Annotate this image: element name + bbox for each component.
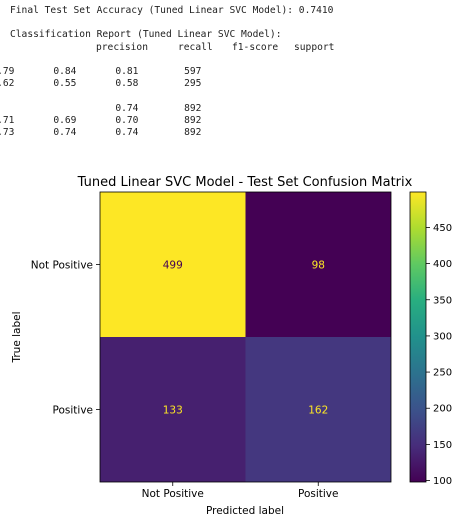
y-tick-label: Not Positive bbox=[31, 260, 93, 272]
matrix-cell bbox=[245, 337, 391, 482]
chart-title: Tuned Linear SVC Model - Test Set Confus… bbox=[77, 175, 413, 190]
matrix-cells: 499 98 133 162 bbox=[100, 192, 391, 482]
blank-line bbox=[10, 54, 333, 66]
support-value: 597 bbox=[184, 65, 202, 77]
recall-value: 0.69 bbox=[53, 114, 77, 126]
cell-value-label: 499 bbox=[163, 260, 183, 272]
cell-value-label: 98 bbox=[312, 260, 325, 272]
cell-value-label: 133 bbox=[163, 405, 183, 417]
header-precision: precision bbox=[96, 41, 148, 53]
confusion-matrix-figure: Tuned Linear SVC Model - Test Set Confus… bbox=[11, 175, 452, 517]
x-tick-label: Positive bbox=[298, 488, 338, 500]
cell-value-label: 162 bbox=[308, 405, 328, 417]
colorbar-tick-label: 200 bbox=[433, 404, 452, 415]
header-recall: recall bbox=[178, 41, 213, 53]
support-value: 295 bbox=[184, 78, 202, 90]
blank-line bbox=[10, 17, 333, 29]
recall-value: 0.55 bbox=[53, 78, 77, 90]
report-rows: Not Positive0.790.840.81597Positive0.620… bbox=[0, 65, 333, 139]
y-tick-label: Positive bbox=[53, 405, 93, 417]
y-axis-ticks: Not Positive Positive bbox=[31, 260, 100, 417]
colorbar-ticks: 100 150 200 250 300 350 400 450 bbox=[426, 223, 452, 487]
colorbar-tick-label: 400 bbox=[433, 259, 452, 270]
f1-value: 0.81 bbox=[115, 65, 139, 77]
colorbar-tick-label: 100 bbox=[433, 476, 452, 487]
support-value: 892 bbox=[184, 114, 202, 126]
precision-value: 0.73 bbox=[0, 126, 15, 138]
colorbar-tick-label: 150 bbox=[433, 440, 452, 451]
colorbar-tick-label: 350 bbox=[433, 295, 452, 306]
x-axis-ticks: Not Positive Positive bbox=[142, 482, 338, 500]
colorbar-tick-label: 300 bbox=[433, 331, 452, 342]
f1-value: 0.70 bbox=[115, 114, 139, 126]
x-axis-label: Predicted label bbox=[206, 505, 284, 517]
colorbar-tick-label: 250 bbox=[433, 368, 452, 379]
report-header-row: precision recall f1-score support bbox=[10, 41, 335, 54]
f1-value: 0.74 bbox=[115, 126, 139, 138]
x-tick-label: Not Positive bbox=[142, 488, 204, 500]
matrix-cell bbox=[100, 192, 246, 337]
matrix-frame bbox=[99, 191, 392, 483]
recall-value: 0.84 bbox=[53, 65, 77, 77]
accuracy-output-line: Final Test Set Accuracy (Tuned Linear SV… bbox=[10, 5, 334, 16]
report-title: Classification Report (Tuned Linear SVC … bbox=[10, 29, 282, 41]
support-value: 892 bbox=[184, 126, 202, 138]
cell-output: Final Test Set Accuracy (Tuned Linear SV… bbox=[0, 5, 335, 139]
colorbar-tick-label: 450 bbox=[433, 223, 452, 234]
header-support: support bbox=[294, 41, 335, 53]
header-f1-score: f1-score bbox=[232, 41, 279, 53]
matrix-cell bbox=[245, 192, 391, 337]
f1-value: 0.74 bbox=[115, 102, 139, 114]
recall-value: 0.74 bbox=[53, 126, 77, 138]
y-axis-label: True label bbox=[11, 311, 23, 363]
report-row bbox=[10, 90, 333, 102]
support-value: 892 bbox=[184, 102, 202, 114]
precision-value: 0.62 bbox=[0, 78, 15, 90]
f1-value: 0.58 bbox=[115, 78, 139, 90]
colorbar bbox=[409, 191, 427, 483]
precision-value: 0.71 bbox=[0, 114, 15, 126]
precision-value: 0.79 bbox=[0, 65, 15, 77]
matrix-cell bbox=[100, 337, 246, 482]
